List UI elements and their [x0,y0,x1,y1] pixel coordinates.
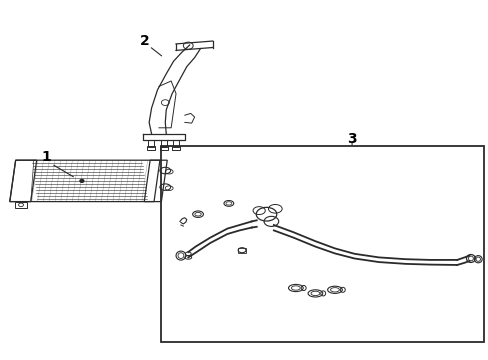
Circle shape [80,180,84,182]
Bar [160,146,167,150]
Bar [161,146,483,342]
Bar [173,140,179,147]
Bar [238,248,245,253]
Bar [161,140,166,147]
Bar [146,146,154,150]
Bar [172,146,180,150]
Text: 3: 3 [346,132,356,145]
Bar [147,140,153,147]
Bar [15,202,27,208]
Text: 2: 2 [139,35,149,48]
Text: 1: 1 [41,150,51,163]
